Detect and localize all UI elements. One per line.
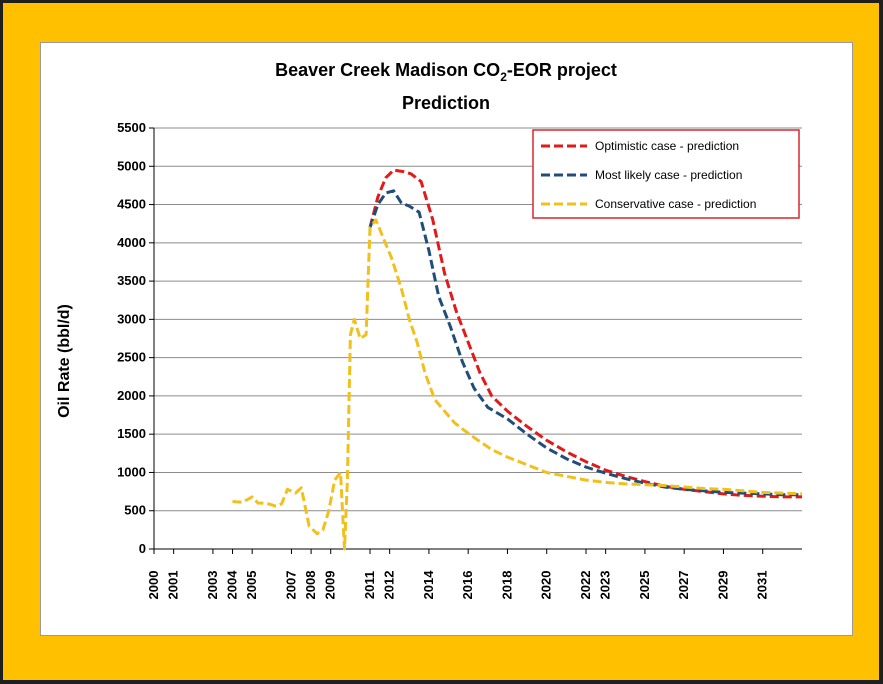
y-tick-label: 4000 [117, 235, 146, 250]
y-tick-label: 5500 [117, 120, 146, 135]
x-tick-label: 2014 [421, 570, 436, 600]
legend-label-0: Optimistic case - prediction [595, 139, 739, 153]
x-tick-label: 2023 [598, 571, 613, 600]
y-tick-label: 4500 [117, 197, 146, 212]
x-tick-label: 2018 [499, 571, 514, 600]
y-tick-label: 1500 [117, 426, 146, 441]
x-tick-label: 2027 [676, 571, 691, 600]
y-axis-label: Oil Rate (bbl/d) [56, 304, 73, 418]
y-tick-label: 5000 [117, 158, 146, 173]
axes: 0 500 1000 1500 2000 2500 3000 3500 4000 4500 5000… [117, 120, 802, 599]
x-tick-label: 2025 [637, 571, 652, 600]
x-tick-label: 2022 [578, 571, 593, 600]
x-tick-label: 2020 [539, 571, 554, 600]
chart-title-suffix: -EOR project [507, 60, 617, 80]
legend-label-1: Most likely case - prediction [595, 168, 742, 182]
chart-area: Beaver Creek Madison CO2-EOR project Pre… [40, 42, 853, 636]
legend: Optimistic case - prediction Most likely … [532, 129, 800, 219]
x-tick-label: 2007 [283, 571, 298, 600]
y-tick-label: 3000 [117, 311, 146, 326]
x-tick-label: 2012 [382, 571, 397, 600]
y-tick-label: 3500 [117, 273, 146, 288]
x-tick-label: 2031 [755, 571, 770, 600]
chart-title-subscript: 2 [500, 70, 507, 84]
x-tick-label: 2029 [715, 571, 730, 600]
y-tick-label: 0 [139, 541, 146, 556]
series-line-1 [368, 189, 802, 497]
y-tick-label: 2500 [117, 350, 146, 365]
series-line-2 [232, 218, 803, 551]
x-tick-label: 2009 [323, 571, 338, 600]
x-tick-label: 2004 [225, 570, 240, 600]
legend-label-2: Conservative case - prediction [595, 197, 756, 211]
y-tick-label: 500 [124, 503, 146, 518]
x-tick-label: 2003 [205, 571, 220, 600]
chart-title: Beaver Creek Madison CO2-EOR project [275, 60, 617, 84]
x-tick-label: 2005 [244, 571, 259, 600]
x-tick-label: 2008 [303, 571, 318, 600]
y-tick-label: 2000 [117, 388, 146, 403]
x-tick-label: 2001 [166, 571, 181, 600]
chart-subtitle: Prediction [402, 93, 490, 113]
chart-svg: Beaver Creek Madison CO2-EOR project Pre… [56, 60, 803, 599]
x-tick-label: 2016 [460, 571, 475, 600]
x-tick-label: 2011 [362, 571, 377, 599]
x-tick-label: 2000 [146, 571, 161, 600]
chart-title-main: Beaver Creek Madison CO [275, 60, 500, 80]
frame-background: Beaver Creek Madison CO2-EOR project Pre… [3, 3, 879, 680]
series-lines [232, 168, 803, 551]
series-line-0 [368, 168, 802, 499]
legend-box [532, 129, 800, 219]
y-tick-label: 1000 [117, 464, 146, 479]
